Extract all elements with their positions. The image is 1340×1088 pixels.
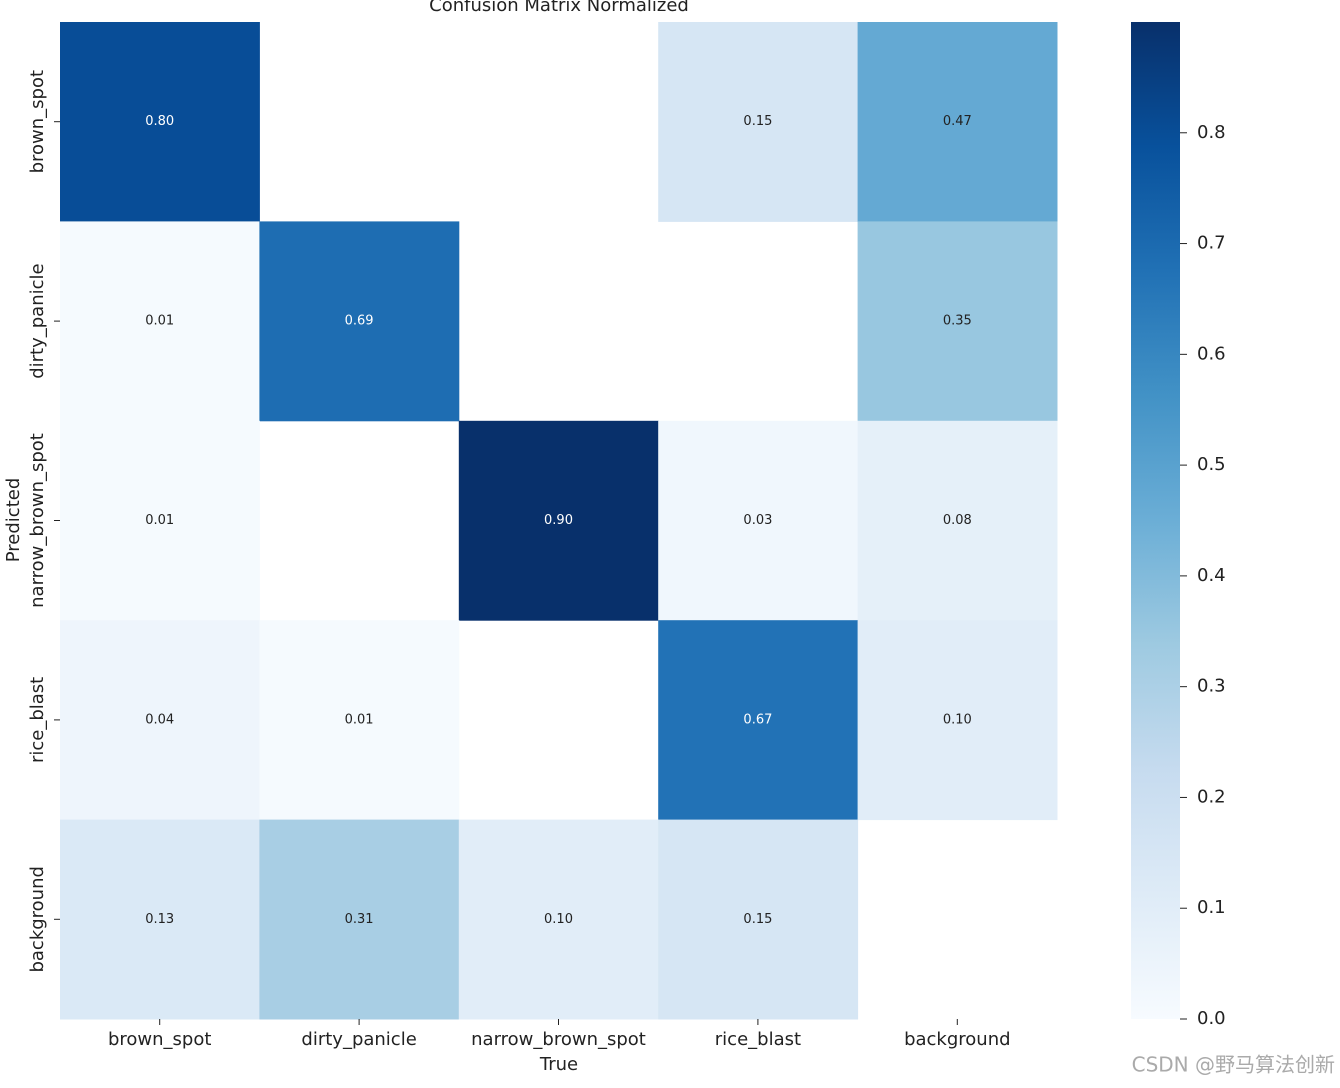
cell-label: 0.04 — [145, 712, 174, 727]
cell-label: 0.08 — [943, 513, 972, 528]
y-tick-label: background — [27, 866, 48, 972]
y-tick-label: brown_spot — [27, 70, 48, 173]
y-tick-label: rice_blast — [27, 677, 48, 763]
cell-label: 0.01 — [345, 712, 374, 727]
heatmap-cell — [857, 420, 1058, 621]
cell-label: 0.13 — [145, 912, 174, 927]
colorbar — [1131, 22, 1180, 1019]
cell-label: 0.10 — [943, 712, 972, 727]
colorbar-tick-label: 0.8 — [1197, 122, 1226, 143]
heatmap-cell — [259, 819, 460, 1020]
y-tick-label: dirty_panicle — [27, 263, 48, 378]
colorbar-tick-label: 0.6 — [1197, 343, 1226, 364]
cell-label: 0.80 — [145, 114, 174, 129]
cell-label: 0.15 — [743, 114, 772, 129]
cell-label: 0.15 — [743, 912, 772, 927]
chart-title: Confusion Matrix Normalized — [429, 0, 689, 16]
heatmap-cell — [60, 819, 260, 1020]
heatmap-cell — [857, 221, 1058, 422]
heatmap-cell — [658, 819, 859, 1020]
heatmap-cell — [60, 221, 260, 422]
cell-label: 0.03 — [743, 513, 772, 528]
watermark: CSDN @野马算法创新 — [1132, 1053, 1335, 1077]
cell-label: 0.35 — [943, 314, 972, 329]
heatmap-cell — [60, 22, 260, 222]
heatmap-cell — [259, 620, 460, 821]
colorbar-tick-label: 0.1 — [1197, 897, 1226, 918]
heatmap-cell — [60, 620, 260, 821]
heatmap-cell — [60, 420, 260, 621]
heatmap-cell — [658, 420, 859, 621]
colorbar-tick-label: 0.0 — [1197, 1008, 1226, 1029]
x-tick-label: narrow_brown_spot — [471, 1029, 646, 1050]
heatmap-cell — [857, 620, 1058, 821]
x-tick-label: rice_blast — [715, 1029, 801, 1050]
cell-label: 0.01 — [145, 314, 174, 329]
colorbar-tick-label: 0.5 — [1197, 454, 1226, 475]
heatmap-cell — [259, 221, 460, 422]
x-tick-label: dirty_panicle — [301, 1029, 416, 1050]
heatmap-cell — [857, 22, 1058, 222]
x-tick-label: brown_spot — [108, 1029, 211, 1050]
cell-label: 0.90 — [544, 513, 573, 528]
colorbar-tick-label: 0.7 — [1197, 233, 1226, 254]
x-tick-label: background — [904, 1029, 1010, 1050]
cell-label: 0.47 — [943, 114, 972, 129]
y-axis-label: Predicted — [3, 478, 24, 563]
heatmap-cell — [458, 819, 659, 1020]
x-axis-label: True — [539, 1054, 578, 1075]
cell-label: 0.67 — [743, 712, 772, 727]
colorbar-tick-label: 0.2 — [1197, 786, 1226, 807]
colorbar-tick-label: 0.4 — [1197, 565, 1226, 586]
cell-label: 0.69 — [345, 314, 374, 329]
cell-label: 0.31 — [345, 912, 374, 927]
heatmap-cell — [458, 420, 659, 621]
colorbar-tick-label: 0.3 — [1197, 676, 1226, 697]
cell-label: 0.01 — [145, 513, 174, 528]
heatmap-cell — [658, 22, 859, 222]
y-tick-label: narrow_brown_spot — [27, 433, 48, 608]
heatmap-cell — [658, 620, 859, 821]
cell-label: 0.10 — [544, 912, 573, 927]
